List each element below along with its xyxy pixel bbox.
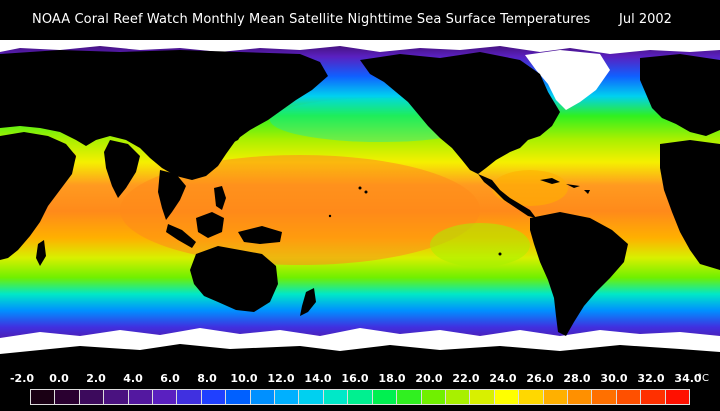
philippines: [214, 186, 226, 210]
new-guinea: [238, 226, 282, 244]
colorbar-swatch: [79, 390, 105, 404]
colorbar-swatch: [348, 390, 373, 404]
colorbar-swatch: [299, 390, 324, 404]
colorbar-swatch: [104, 390, 129, 404]
sumatra: [166, 224, 196, 248]
colorbar-tick-label: 6.0: [160, 372, 180, 385]
title-bar: NOAA Coral Reef Watch Monthly Mean Satel…: [0, 0, 720, 40]
colorbar-tick-label: -2.0: [9, 372, 35, 385]
colorbar-swatch: [592, 390, 617, 404]
japan: [230, 106, 250, 144]
colorbar-tick-label: 14.0: [304, 372, 332, 385]
colorbar-swatch: [567, 390, 593, 404]
colorbar: [30, 389, 690, 405]
island-dot: [498, 252, 502, 256]
sea-surface-temperature-map: [0, 40, 720, 370]
colorbar-swatch: [128, 390, 154, 404]
kamchatka: [278, 70, 296, 102]
africa-east: [660, 140, 720, 270]
colorbar-swatch: [616, 390, 642, 404]
colorbar-swatch: [250, 390, 276, 404]
colorbar-swatch: [543, 390, 568, 404]
colorbar-swatch: [323, 390, 349, 404]
indochina: [158, 170, 186, 220]
colorbar-tick-label: 12.0: [267, 372, 295, 385]
colorbar-tick-label: 28.0: [563, 372, 591, 385]
new-zealand: [300, 288, 316, 316]
greenland: [525, 50, 610, 110]
colorbar-swatch: [55, 390, 80, 404]
map-title: NOAA Coral Reef Watch Monthly Mean Satel…: [32, 12, 591, 27]
colorbar-swatch: [201, 390, 227, 404]
caribbean-islands: [540, 178, 590, 194]
colorbar-swatch: [494, 390, 520, 404]
asia: [0, 50, 328, 180]
colorbar-swatch: [470, 390, 495, 404]
africa: [0, 132, 76, 260]
map-date: Jul 2002: [619, 12, 672, 27]
central-america: [478, 174, 536, 218]
colorbar-tick-label: 16.0: [341, 372, 369, 385]
south-america: [530, 212, 628, 336]
colorbar-swatch: [641, 390, 666, 404]
colorbar-tick-label: 8.0: [197, 372, 217, 385]
colorbar-tick-label: 0.0: [49, 372, 69, 385]
india: [104, 140, 140, 198]
colorbar-tick-label: 2.0: [86, 372, 106, 385]
colorbar-swatch: [372, 390, 398, 404]
colorbar-swatch: [31, 390, 56, 404]
colorbar-tick-label: 4.0: [123, 372, 143, 385]
arctic-ice: [0, 40, 720, 54]
europe: [640, 54, 720, 136]
colorbar-swatch: [421, 390, 446, 404]
island-dot: [328, 214, 332, 218]
australia: [190, 246, 278, 312]
world-map-svg: [0, 40, 720, 370]
colorbar-swatch: [397, 390, 422, 404]
colorbar-tick-label: 30.0: [600, 372, 628, 385]
east-pacific-cool: [430, 223, 530, 267]
madagascar: [36, 240, 46, 266]
caribbean-warm: [492, 170, 568, 206]
antarctica-land: [0, 344, 720, 370]
colorbar-swatch: [226, 390, 251, 404]
north-america: [360, 52, 560, 174]
colorbar-tick-label: 24.0: [489, 372, 517, 385]
colorbar-labels: -2.0 0.0 2.0 4.0 6.0 8.0 10.0 12.0 14.0 16.0 18.0 2…: [0, 372, 720, 388]
colorbar-swatch: [275, 390, 300, 404]
borneo: [196, 212, 224, 238]
colorbar-unit: °C: [697, 373, 709, 384]
colorbar-tick-label: 34.0: [674, 372, 702, 385]
island-dot: [358, 186, 362, 190]
colorbar-tick-label: 22.0: [452, 372, 480, 385]
colorbar-swatch: [445, 390, 471, 404]
colorbar-tick-label: 26.0: [526, 372, 554, 385]
colorbar-tick-label: 10.0: [230, 372, 258, 385]
colorbar-swatch: [177, 390, 202, 404]
colorbar-tick-label: 20.0: [415, 372, 443, 385]
colorbar-tick-label: 18.0: [378, 372, 406, 385]
colorbar-swatch: [519, 390, 544, 404]
colorbar-tick-label: 32.0: [637, 372, 665, 385]
colorbar-swatch: [665, 390, 689, 404]
warm-pool: [120, 155, 480, 265]
island-dot: [364, 190, 368, 194]
colorbar-swatch: [153, 390, 178, 404]
